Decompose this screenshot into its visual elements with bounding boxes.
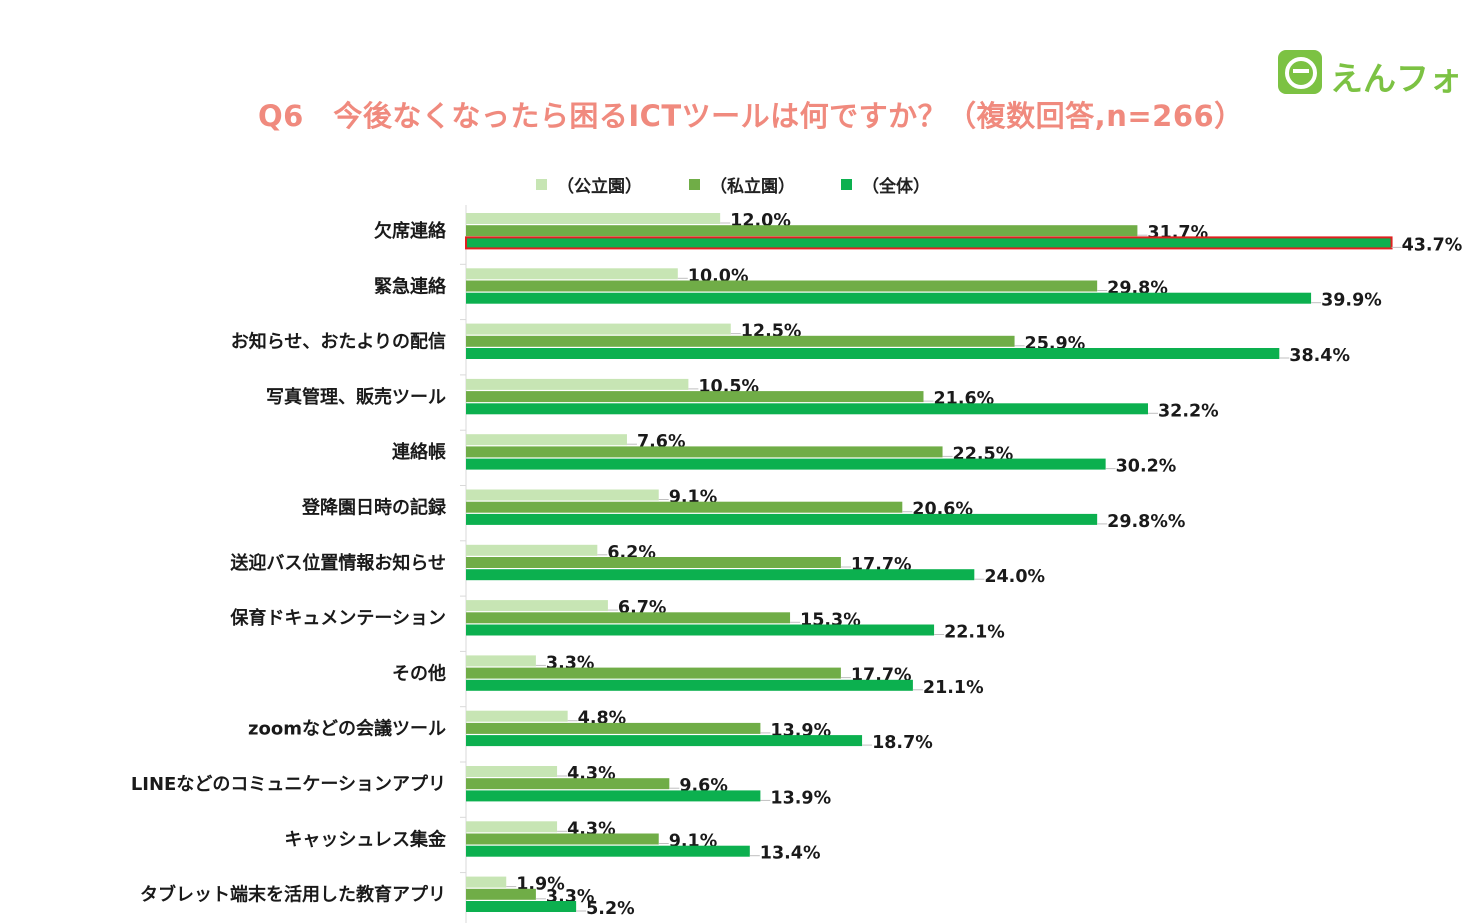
category-label: 欠席連絡	[374, 220, 447, 242]
bar	[466, 391, 924, 403]
legend-label-overall: （全体）	[862, 177, 930, 197]
bar	[466, 612, 791, 624]
bar	[466, 679, 913, 691]
bar	[466, 600, 608, 612]
legend-item-overall: （全体）	[841, 172, 930, 197]
bar	[466, 292, 1312, 304]
legend-item-public: （公立園）	[536, 172, 642, 197]
bar	[466, 901, 577, 912]
bar	[466, 667, 841, 679]
bar	[466, 280, 1098, 292]
data-label: 38.4%	[1289, 346, 1350, 366]
bar	[466, 833, 659, 845]
bar	[466, 544, 598, 556]
data-label: 22.1%	[944, 623, 1005, 643]
bar	[466, 624, 935, 636]
bar	[466, 876, 507, 888]
bar	[466, 213, 721, 224]
e-logo-icon	[1278, 50, 1322, 94]
category-label: LINEなどのコミュニケーションアプリ	[131, 773, 446, 795]
data-label: 29.8%%	[1107, 512, 1185, 532]
bar	[466, 722, 761, 734]
bar	[466, 766, 558, 777]
bar	[466, 735, 863, 747]
bar	[466, 348, 1280, 359]
bar	[466, 489, 659, 501]
bar	[465, 236, 1393, 250]
bar	[466, 569, 975, 581]
bar	[466, 888, 536, 900]
data-label: 18.7%	[872, 733, 933, 753]
category-label: 保育ドキュメンテーション	[229, 607, 446, 629]
data-label: 32.2%	[1158, 401, 1219, 421]
legend-label-private: （私立園）	[710, 177, 795, 197]
category-label: 登降園日時の記録	[301, 497, 447, 519]
data-label: 39.9%	[1321, 291, 1382, 311]
bar	[466, 434, 627, 446]
logo-text: えんフォト	[1330, 59, 1472, 98]
legend-swatch-private	[689, 179, 700, 190]
bar	[466, 323, 731, 335]
chart-title: Q6 今後なくなったら困るICTツールは何ですか？（複数回答,n=266）	[258, 99, 1244, 133]
data-label: 13.4%	[760, 844, 821, 864]
legend-swatch-overall	[841, 179, 852, 190]
bar	[466, 225, 1138, 237]
bar	[466, 655, 536, 667]
category-label: 緊急連絡	[374, 275, 447, 297]
bar	[466, 446, 943, 458]
data-label: 5.2%	[586, 899, 635, 919]
bar	[466, 845, 750, 857]
bar	[466, 403, 1148, 415]
category-label: 送迎バス位置情報お知らせ	[229, 552, 446, 574]
legend-item-private: （私立園）	[689, 172, 795, 197]
bar	[466, 513, 1098, 525]
bar	[466, 378, 689, 390]
bar	[466, 557, 841, 568]
bar	[466, 458, 1106, 470]
category-label: 写真管理、販売ツール	[266, 386, 446, 408]
data-label: 13.9%	[770, 788, 831, 808]
category-label: タブレット端末を活用した教育アプリ	[140, 884, 446, 906]
data-label: 30.2%	[1116, 457, 1177, 477]
category-label: その他	[392, 662, 446, 684]
bar	[466, 778, 670, 790]
data-label: 43.7%	[1402, 235, 1463, 255]
bar	[466, 501, 903, 513]
bar	[466, 710, 568, 722]
legend-swatch-public	[536, 179, 547, 190]
category-label: zoomなどの会議ツール	[248, 718, 446, 740]
bar	[466, 790, 761, 802]
bar	[466, 821, 558, 833]
data-label: 24.0%	[984, 567, 1045, 587]
bar	[466, 335, 1015, 347]
data-label: 21.1%	[923, 678, 984, 698]
legend-label-public: （公立園）	[557, 177, 642, 197]
category-label: 連絡帳	[392, 441, 446, 463]
category-label: お知らせ、おたよりの配信	[231, 331, 446, 353]
bar	[466, 268, 678, 280]
category-label: キャッシュレス集金	[284, 828, 447, 850]
